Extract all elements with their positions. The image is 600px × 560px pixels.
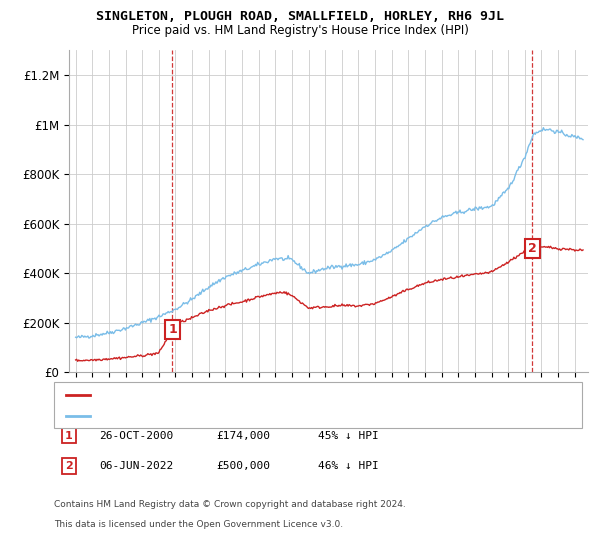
Text: 45% ↓ HPI: 45% ↓ HPI	[318, 431, 379, 441]
Text: SINGLETON, PLOUGH ROAD, SMALLFIELD, HORLEY, RH6 9JL (detached house): SINGLETON, PLOUGH ROAD, SMALLFIELD, HORL…	[96, 390, 482, 400]
Text: Contains HM Land Registry data © Crown copyright and database right 2024.: Contains HM Land Registry data © Crown c…	[54, 500, 406, 508]
Text: £174,000: £174,000	[216, 431, 270, 441]
Text: SINGLETON, PLOUGH ROAD, SMALLFIELD, HORLEY, RH6 9JL: SINGLETON, PLOUGH ROAD, SMALLFIELD, HORL…	[96, 10, 504, 23]
Text: 26-OCT-2000: 26-OCT-2000	[99, 431, 173, 441]
Text: 2: 2	[528, 242, 536, 255]
Text: This data is licensed under the Open Government Licence v3.0.: This data is licensed under the Open Gov…	[54, 520, 343, 529]
Text: 2: 2	[65, 461, 73, 471]
Text: 1: 1	[65, 431, 73, 441]
Text: 06-JUN-2022: 06-JUN-2022	[99, 461, 173, 471]
Text: 1: 1	[168, 323, 177, 336]
Text: Price paid vs. HM Land Registry's House Price Index (HPI): Price paid vs. HM Land Registry's House …	[131, 24, 469, 36]
Text: £500,000: £500,000	[216, 461, 270, 471]
Text: HPI: Average price, detached house, Tandridge: HPI: Average price, detached house, Tand…	[96, 410, 329, 421]
Text: 46% ↓ HPI: 46% ↓ HPI	[318, 461, 379, 471]
